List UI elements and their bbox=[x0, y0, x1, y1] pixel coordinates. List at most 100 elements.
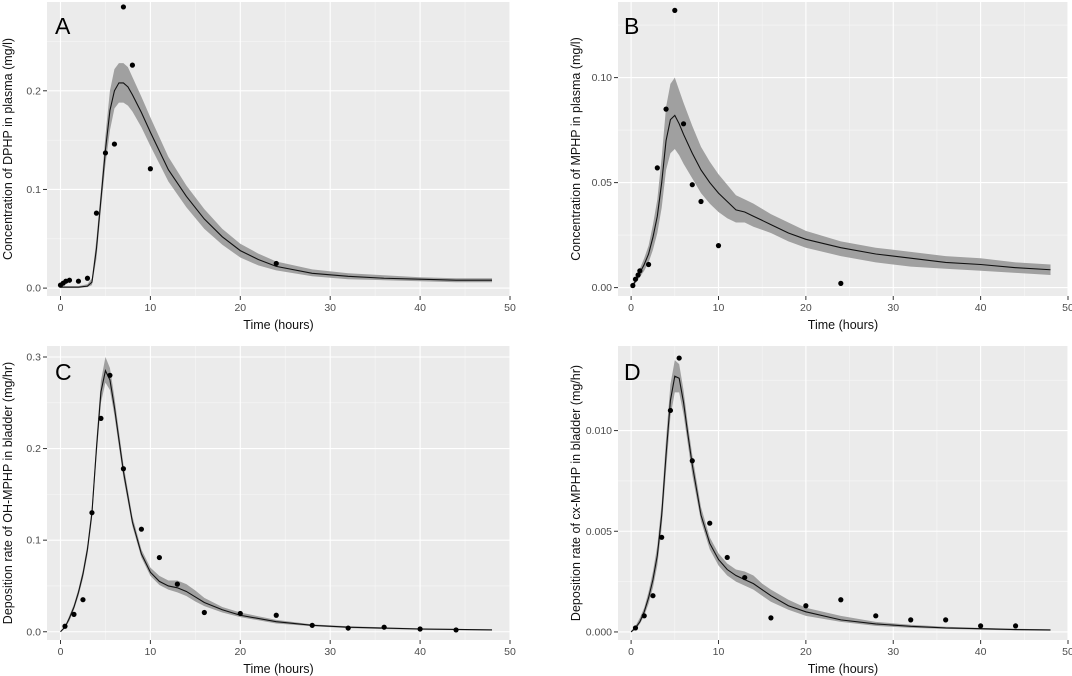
y-tick-label: 0.05 bbox=[592, 177, 613, 189]
data-point bbox=[663, 106, 669, 112]
data-point bbox=[75, 278, 82, 284]
data-point bbox=[641, 613, 647, 619]
data-point bbox=[71, 611, 77, 617]
x-tick-label: 50 bbox=[504, 302, 516, 314]
x-tick-label: 40 bbox=[975, 646, 987, 658]
panel-label: A bbox=[55, 13, 71, 39]
data-point bbox=[138, 526, 144, 532]
x-tick-label: 0 bbox=[58, 646, 64, 658]
x-axis-title: Time (hours) bbox=[808, 662, 878, 676]
data-point bbox=[672, 7, 678, 13]
x-tick-label: 30 bbox=[887, 646, 899, 658]
data-point bbox=[84, 275, 91, 281]
y-tick-label: 0.1 bbox=[26, 535, 41, 547]
data-point bbox=[707, 520, 713, 526]
data-point bbox=[838, 597, 844, 603]
data-point bbox=[80, 597, 86, 603]
x-tick-label: 40 bbox=[414, 302, 426, 314]
data-point bbox=[838, 280, 844, 286]
x-tick-label: 40 bbox=[975, 302, 987, 314]
data-point bbox=[89, 510, 95, 516]
panel-label: C bbox=[55, 359, 72, 385]
x-axis-title: Time (hours) bbox=[243, 318, 313, 332]
data-point bbox=[345, 625, 351, 631]
data-point bbox=[1012, 623, 1019, 629]
data-point bbox=[93, 210, 100, 216]
data-point bbox=[107, 372, 113, 378]
model-line bbox=[60, 369, 493, 633]
data-point bbox=[667, 407, 674, 414]
y-axis-title: Deposition rate of OH-MPHP in bladder (m… bbox=[1, 362, 15, 624]
data-point bbox=[715, 243, 722, 249]
model-line bbox=[630, 114, 1051, 288]
plot-background bbox=[47, 346, 510, 640]
x-axis-title: Time (hours) bbox=[243, 662, 313, 676]
data-point bbox=[676, 355, 682, 361]
data-point bbox=[417, 626, 423, 632]
x-tick-label: 0 bbox=[58, 302, 64, 314]
data-point bbox=[156, 554, 162, 561]
confidence-ribbon bbox=[60, 356, 493, 632]
data-point bbox=[66, 277, 73, 283]
data-point bbox=[680, 121, 687, 127]
data-point bbox=[650, 593, 656, 599]
data-point bbox=[635, 272, 641, 278]
y-tick-label: 0.0 bbox=[26, 283, 41, 295]
data-point bbox=[689, 458, 695, 464]
x-tick-label: 20 bbox=[800, 302, 812, 314]
x-tick-label: 50 bbox=[1062, 302, 1072, 314]
x-tick-label: 10 bbox=[713, 302, 725, 314]
data-point bbox=[978, 623, 984, 629]
panel-label: B bbox=[624, 13, 639, 39]
plot-background bbox=[618, 346, 1068, 640]
data-point bbox=[698, 198, 704, 205]
panel-d: 0 10 20 30 40 50 0.000 0.005 0.010 Time (hours) De… bbox=[569, 346, 1072, 676]
y-tick-label: 0.005 bbox=[586, 526, 612, 538]
panel-b: 0 10 20 30 40 50 0.00 0.05 0.10 Time (hours) Conce… bbox=[569, 2, 1072, 332]
plot-background bbox=[47, 2, 510, 296]
data-point bbox=[768, 615, 774, 621]
data-point bbox=[120, 466, 127, 472]
x-tick-label: 30 bbox=[887, 302, 899, 314]
data-point bbox=[98, 415, 104, 421]
data-point bbox=[273, 612, 279, 618]
y-tick-label: 0.10 bbox=[592, 72, 613, 84]
panel-c: 0 10 20 30 40 50 0.0 0.1 0.2 0.3 Time (hours) Depos… bbox=[1, 346, 516, 676]
y-axis-title: Deposition rate of cx-MPHP in bladder (m… bbox=[569, 365, 583, 621]
data-point bbox=[129, 62, 136, 68]
x-axis-title: Time (hours) bbox=[808, 318, 878, 332]
x-tick-label: 10 bbox=[713, 646, 725, 658]
x-tick-label: 20 bbox=[234, 646, 246, 658]
y-tick-label: 0.2 bbox=[26, 85, 41, 97]
x-tick-label: 30 bbox=[324, 302, 336, 314]
y-axis-title: Concentration of DPHP in plasma (mg/l) bbox=[1, 38, 15, 260]
data-point bbox=[630, 282, 636, 289]
model-line bbox=[630, 375, 1051, 633]
x-tick-label: 0 bbox=[628, 302, 634, 314]
data-point bbox=[632, 276, 639, 282]
data-point bbox=[102, 150, 109, 156]
y-tick-label: 0.00 bbox=[592, 282, 613, 294]
x-tick-label: 50 bbox=[1062, 646, 1072, 658]
y-tick-label: 0.1 bbox=[26, 184, 41, 196]
data-point bbox=[120, 4, 127, 10]
y-tick-label: 0.000 bbox=[586, 626, 612, 638]
data-point bbox=[453, 627, 459, 633]
y-tick-label: 0.2 bbox=[26, 443, 41, 455]
x-tick-label: 20 bbox=[234, 302, 246, 314]
data-point bbox=[632, 625, 639, 631]
data-point bbox=[147, 166, 153, 172]
data-point bbox=[689, 182, 695, 188]
data-point bbox=[111, 141, 118, 147]
data-point bbox=[803, 603, 809, 609]
panel-label: D bbox=[624, 359, 641, 385]
y-tick-label: 0.3 bbox=[26, 351, 41, 363]
model-line bbox=[60, 82, 493, 288]
data-point bbox=[174, 581, 180, 587]
y-tick-label: 0.0 bbox=[26, 626, 41, 638]
data-point bbox=[908, 617, 914, 623]
y-tick-label: 0.010 bbox=[586, 425, 612, 437]
data-point bbox=[237, 610, 243, 617]
x-tick-label: 10 bbox=[145, 302, 157, 314]
